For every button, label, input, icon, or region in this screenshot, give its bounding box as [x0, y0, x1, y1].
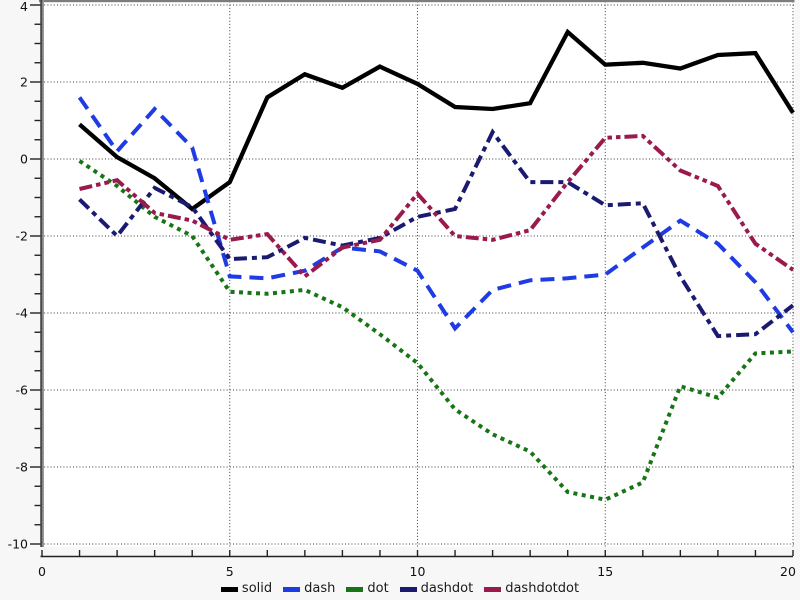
y-tick-label: -8	[16, 460, 29, 475]
x-tick-label: 20	[780, 564, 796, 579]
y-tick-label: -6	[16, 383, 29, 398]
y-axis-line-shadow	[42, 0, 44, 547]
legend-item-dash: dash	[283, 582, 335, 596]
legend-label-dash: dash	[304, 581, 336, 596]
legend-label-dashdotdot: dashdotdot	[505, 581, 580, 596]
legend-item-dashdotdot: dashdotdot	[484, 582, 579, 596]
legend-swatch-dashdot	[399, 586, 417, 592]
y-tick-label: -2	[16, 229, 28, 244]
legend-item-dashdot: dashdot	[399, 581, 474, 596]
legend-swatch-dashdotdot	[484, 586, 502, 592]
series-line-dashdotdot	[79, 133, 795, 280]
plot-top-border	[39, 0, 795, 3]
y-axis-line	[40, 0, 43, 547]
y-tick-label: -4	[16, 306, 29, 321]
x-tick-label: 10	[410, 564, 426, 579]
legend-swatch-dash	[283, 586, 301, 592]
x-tick-label: 5	[226, 564, 234, 579]
legend-swatch-dot	[346, 586, 364, 592]
series-line-dash	[77, 96, 795, 334]
y-tick-label: 4	[20, 0, 28, 14]
series-line-solid	[78, 28, 795, 212]
legend-label-dot: dot	[367, 581, 389, 596]
y-tick-label: -10	[8, 537, 28, 552]
legend-label-dashdot: dashdot	[420, 581, 474, 596]
x-tick-label: 15	[597, 564, 613, 579]
y-tick-label: 0	[20, 152, 28, 167]
chart-legend: solid dash dot dashdot dashdotdot	[0, 579, 800, 599]
legend-item-solid: solid	[220, 581, 273, 596]
series-line-dot	[78, 159, 794, 502]
legend-swatch-solid	[220, 586, 238, 592]
legend-label-solid: solid	[241, 581, 273, 596]
y-tick-label: 2	[20, 75, 28, 90]
x-tick-label: 0	[38, 564, 46, 579]
legend-item-dot: dot	[346, 581, 389, 596]
